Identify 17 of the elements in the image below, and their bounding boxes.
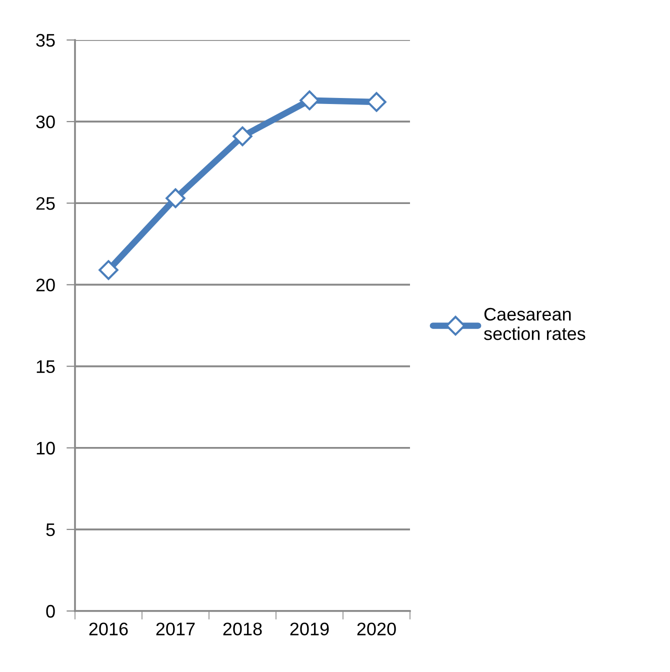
x-tick-label: 2018 bbox=[223, 622, 262, 636]
y-tick-label: 30 bbox=[36, 116, 55, 128]
y-tick-label: 5 bbox=[46, 524, 55, 536]
point bbox=[98, 260, 118, 280]
y-tick-label: 0 bbox=[46, 604, 55, 618]
x-tick-label: 2020 bbox=[357, 622, 396, 636]
x-tick-label: 2019 bbox=[290, 622, 329, 636]
y-tick-label: 10 bbox=[36, 442, 55, 455]
legend-label: Caesarean section rates bbox=[484, 308, 586, 340]
point bbox=[232, 126, 252, 146]
x-tick-label: 2016 bbox=[89, 622, 128, 636]
y-tick-label: 35 bbox=[36, 34, 55, 47]
x-tick-label: 2017 bbox=[156, 622, 195, 636]
y-tick-label: 25 bbox=[36, 197, 55, 210]
y-tick-label: 15 bbox=[36, 360, 55, 374]
y-tick-label: 20 bbox=[36, 278, 55, 292]
point bbox=[166, 188, 186, 208]
